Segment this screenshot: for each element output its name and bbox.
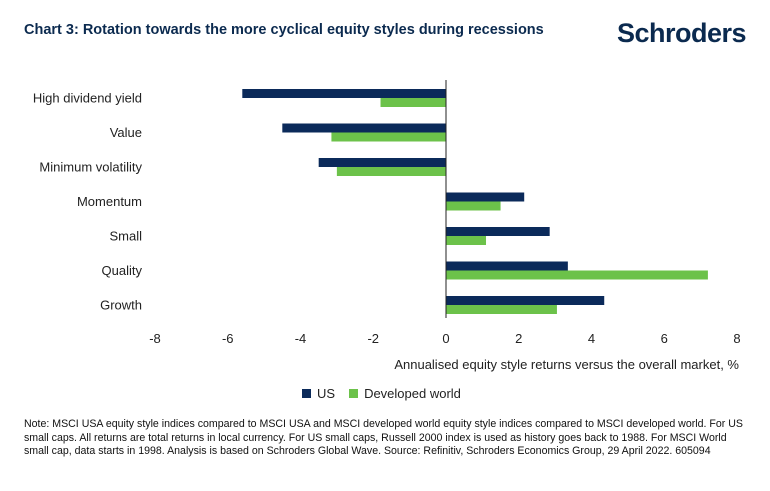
- chart-legend: US Developed world: [302, 386, 475, 401]
- x-tick-label: 0: [442, 331, 449, 346]
- bar-developed-world-small: [446, 236, 487, 245]
- x-tick-label: -8: [149, 331, 161, 346]
- category-label-value: Value: [110, 125, 142, 140]
- bar-developed-world-growth: [446, 305, 557, 314]
- schroders-logo: Schroders: [616, 18, 747, 48]
- x-tick-label: -4: [295, 331, 307, 346]
- bar-developed-world-minimum-volatility: [336, 167, 446, 176]
- x-tick-label: 6: [661, 331, 668, 346]
- category-label-high-dividend-yield: High dividend yield: [33, 91, 142, 106]
- category-label-small: Small: [109, 229, 142, 244]
- category-label-momentum: Momentum: [77, 194, 142, 209]
- bar-chart: High dividend yield Value Minimum volatili…: [33, 80, 741, 372]
- x-tick-label: -2: [367, 331, 379, 346]
- category-label-quality: Quality: [102, 263, 143, 278]
- legend-item-us: US: [302, 386, 335, 401]
- x-tick-label: 4: [588, 331, 595, 346]
- chart-title: Chart 3: Rotation towards the more cycli…: [24, 22, 544, 38]
- bar-developed-world-quality: [446, 270, 708, 280]
- bar-us-small: [446, 227, 550, 236]
- legend-label-developed-world: Developed world: [364, 386, 461, 401]
- bar-us-high-dividend-yield: [242, 89, 446, 98]
- bar-us-value: [282, 123, 446, 133]
- legend-item-developed-world: Developed world: [349, 386, 461, 401]
- category-label-minimum-volatility: Minimum volatility: [39, 160, 142, 175]
- category-label-growth: Growth: [100, 298, 142, 313]
- legend-swatch-developed-world: [349, 389, 359, 398]
- legend-label-us: US: [317, 386, 336, 401]
- legend-swatch-us: [302, 389, 311, 398]
- bar-us-momentum: [446, 192, 525, 202]
- bar-developed-world-value: [331, 132, 446, 142]
- x-tick-label: -6: [222, 331, 234, 346]
- bar-us-growth: [446, 296, 605, 305]
- bar-developed-world-high-dividend-yield: [380, 98, 446, 107]
- bar-developed-world-momentum: [446, 201, 501, 211]
- x-tick-label: 2: [515, 331, 522, 346]
- bar-us-quality: [446, 261, 568, 271]
- x-axis-label: Annualised equity style returns versus t…: [394, 357, 739, 372]
- x-tick-label: 8: [733, 331, 740, 346]
- footnote: Note: MSCI USA equity style indices comp…: [24, 418, 743, 458]
- bar-us-minimum-volatility: [318, 158, 446, 167]
